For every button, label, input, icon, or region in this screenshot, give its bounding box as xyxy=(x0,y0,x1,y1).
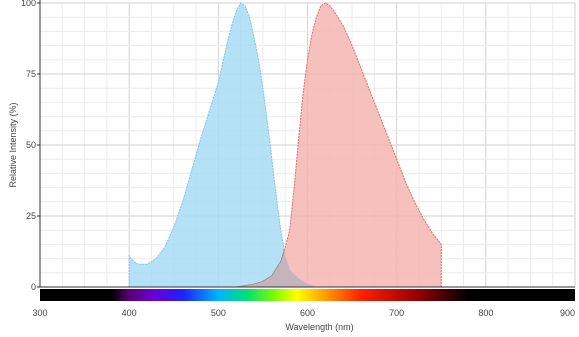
x-tick-label: 800 xyxy=(478,308,493,318)
y-tick-label: 0 xyxy=(31,282,36,292)
y-tick-label: 100 xyxy=(21,0,36,8)
excitation-area xyxy=(128,2,317,287)
tick-labels: 0 25 50 75 100 300 400 500 600 700 800 900 xyxy=(21,0,575,318)
emission-area xyxy=(236,2,442,287)
x-tick-label: 900 xyxy=(560,308,575,318)
x-tick-label: 500 xyxy=(211,308,226,318)
x-axis-title: Wavelength (nm) xyxy=(285,322,353,332)
y-tick-label: 75 xyxy=(26,69,36,79)
x-tick-label: 300 xyxy=(32,308,47,318)
x-tick-label: 700 xyxy=(389,308,404,318)
spectrum-bar xyxy=(40,289,575,301)
y-axis-title: Relative Intensity (%) xyxy=(8,102,18,187)
series-layer xyxy=(128,2,442,287)
axes xyxy=(37,0,575,288)
y-tick-label: 25 xyxy=(26,211,36,221)
y-tick-label: 50 xyxy=(26,140,36,150)
visible-spectrum-gradient xyxy=(111,289,468,301)
x-tick-label: 600 xyxy=(300,308,315,318)
x-tick-label: 400 xyxy=(122,308,137,318)
